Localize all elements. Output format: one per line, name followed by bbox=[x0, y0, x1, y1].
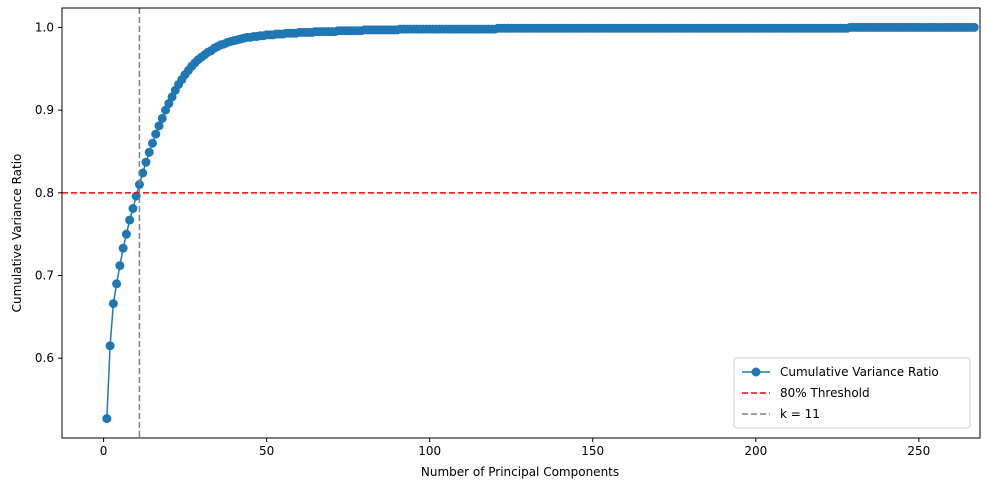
data-point bbox=[118, 243, 128, 253]
data-point bbox=[154, 121, 164, 131]
legend-box bbox=[733, 357, 971, 429]
x-tick-label: 50 bbox=[259, 444, 274, 458]
data-point bbox=[128, 204, 138, 214]
data-point bbox=[969, 22, 979, 32]
plot-layer bbox=[62, 8, 980, 438]
y-axis-label: Cumulative Variance Ratio bbox=[10, 154, 24, 313]
y-tick-label: 0.9 bbox=[35, 103, 54, 117]
x-tick-label: 250 bbox=[907, 444, 930, 458]
data-point bbox=[121, 229, 131, 239]
data-point bbox=[105, 341, 115, 351]
data-point bbox=[108, 299, 118, 309]
legend-label: Cumulative Variance Ratio bbox=[780, 365, 939, 379]
data-point bbox=[125, 215, 135, 225]
data-point bbox=[112, 279, 122, 289]
data-point bbox=[141, 157, 151, 167]
y-tick-label: 1.0 bbox=[35, 20, 54, 34]
axes-layer: 0 50 100 150 200 250 0.6 0.7 0.8 0.9 1.0 bbox=[35, 7, 981, 458]
data-point bbox=[138, 168, 148, 178]
data-point bbox=[157, 113, 167, 123]
x-tick-label: 0 bbox=[100, 444, 108, 458]
legend-label: k = 11 bbox=[780, 407, 820, 421]
y-tick-label: 0.6 bbox=[35, 351, 54, 365]
x-axis-label: Number of Principal Components bbox=[421, 465, 619, 479]
x-tick-label: 200 bbox=[744, 444, 767, 458]
legend-label: 80% Threshold bbox=[780, 386, 870, 400]
data-point bbox=[102, 414, 112, 424]
data-point bbox=[144, 147, 154, 157]
legend: Cumulative Variance Ratio 80% Threshold k … bbox=[733, 357, 971, 429]
data-point bbox=[151, 129, 161, 139]
axes-frame bbox=[61, 7, 981, 439]
x-tick-label: 100 bbox=[418, 444, 441, 458]
y-tick-label: 0.8 bbox=[35, 186, 54, 200]
data-point bbox=[131, 191, 141, 201]
legend-swatch-marker bbox=[751, 367, 761, 377]
x-tick-label: 150 bbox=[581, 444, 604, 458]
data-point bbox=[115, 261, 125, 271]
plot-content bbox=[62, 8, 980, 438]
y-tick-label: 0.7 bbox=[35, 269, 54, 283]
data-point bbox=[148, 138, 157, 148]
